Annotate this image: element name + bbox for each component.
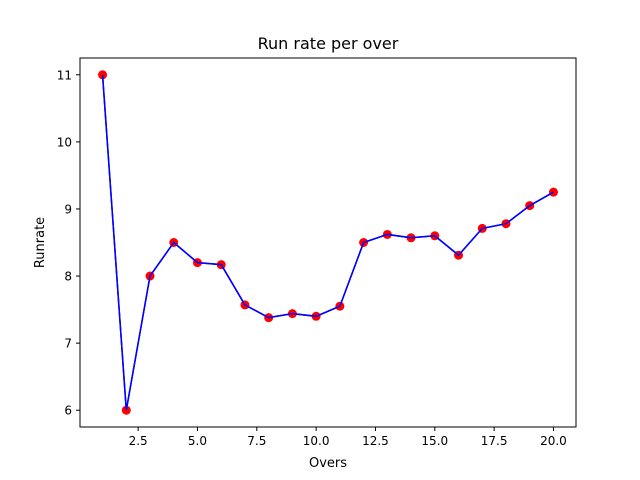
x-tick-label: 15.0 xyxy=(421,434,448,448)
x-tick-label: 5.0 xyxy=(188,434,207,448)
runrate-line-overlay xyxy=(101,74,554,411)
x-axis: 2.5 5.0 7.5 10.0 12.5 15.0 17.5 20.0 xyxy=(129,427,567,448)
y-tick-label: 9 xyxy=(64,202,72,216)
x-tick-label: 17.5 xyxy=(481,434,508,448)
x-tick-label: 10.0 xyxy=(303,434,330,448)
x-tick-label: 2.5 xyxy=(129,434,148,448)
y-tick-label: 10 xyxy=(57,135,72,149)
y-axis: 6 7 8 9 10 11 xyxy=(57,68,80,418)
y-tick-label: 11 xyxy=(57,68,72,82)
x-tick-label: 12.5 xyxy=(362,434,389,448)
x-tick-label: 20.0 xyxy=(540,434,567,448)
marker-layer xyxy=(98,70,558,415)
x-tick-label: 7.5 xyxy=(247,434,266,448)
y-axis-label: Runrate xyxy=(33,217,48,268)
y-tick-label: 6 xyxy=(64,404,72,418)
x-axis-label: Overs xyxy=(309,456,347,471)
axes-frame xyxy=(79,57,577,428)
y-tick-label: 8 xyxy=(64,270,72,284)
plot-area xyxy=(79,57,577,428)
y-tick-label: 7 xyxy=(64,337,72,351)
chart-title: Run rate per over xyxy=(258,34,399,53)
